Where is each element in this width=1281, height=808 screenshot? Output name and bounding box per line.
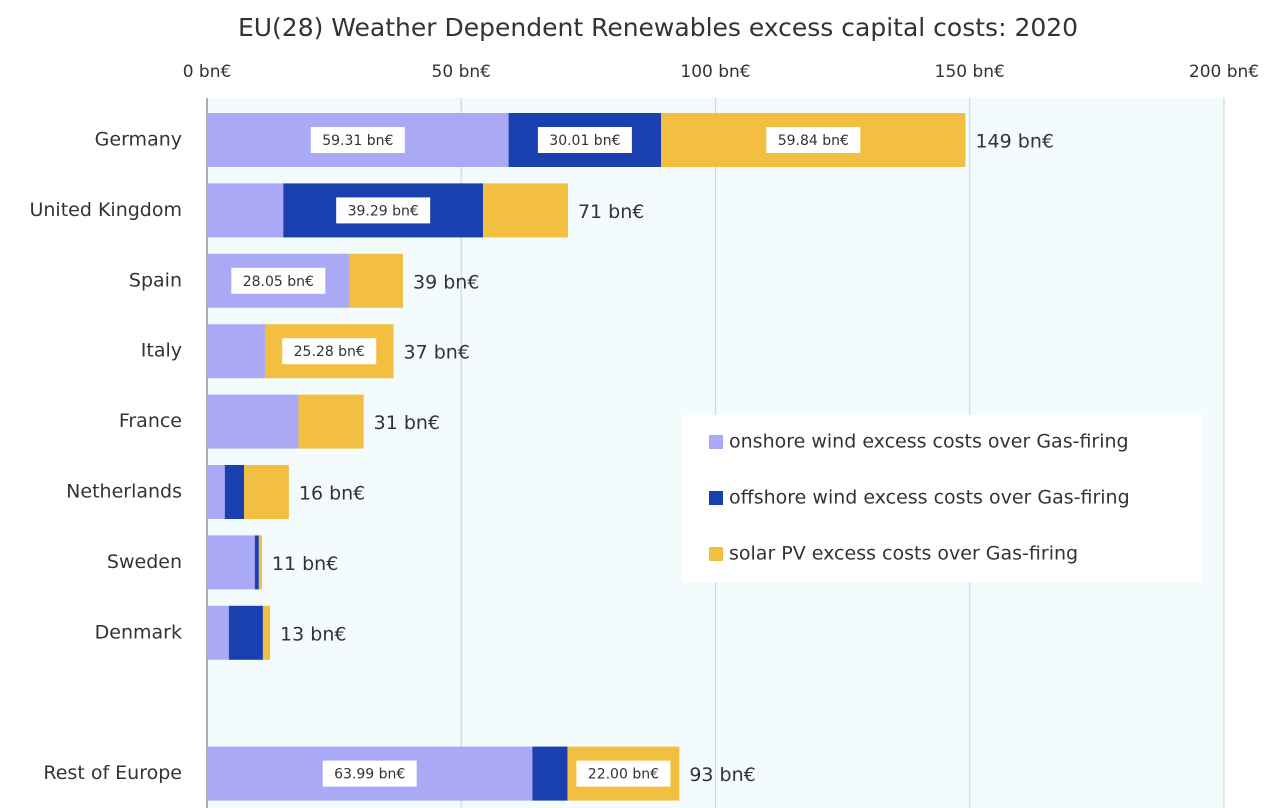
data-label-box bbox=[336, 197, 431, 224]
data-label: 25.28 bn€ bbox=[294, 344, 365, 360]
data-label: 22.00 bn€ bbox=[588, 767, 659, 783]
y-tick-label: Netherlands bbox=[66, 481, 182, 503]
y-tick-label: United Kingdom bbox=[29, 199, 182, 221]
total-label: 31 bn€ bbox=[374, 412, 440, 434]
y-tick-label: Sweden bbox=[107, 551, 182, 573]
bar-segment bbox=[254, 535, 259, 590]
x-tick-label: 200 bn€ bbox=[1189, 62, 1259, 82]
legend-swatch bbox=[709, 547, 723, 561]
x-tick-label: 0 bn€ bbox=[183, 62, 232, 82]
total-label: 16 bn€ bbox=[299, 483, 365, 505]
data-label: 28.05 bn€ bbox=[243, 274, 314, 290]
y-tick-label: Germany bbox=[95, 129, 182, 151]
bar-segment bbox=[207, 465, 225, 519]
bar-segment bbox=[349, 253, 404, 308]
data-label-box bbox=[322, 760, 417, 787]
data-label-box bbox=[310, 127, 405, 153]
data-label-box bbox=[576, 760, 671, 787]
data-label: 59.84 bn€ bbox=[778, 133, 849, 149]
total-label: 37 bn€ bbox=[404, 342, 470, 364]
bar-segment bbox=[224, 465, 245, 519]
legend-swatch bbox=[709, 435, 723, 449]
bar-segment bbox=[207, 324, 265, 379]
total-label: 13 bn€ bbox=[280, 623, 346, 645]
bar-segment bbox=[207, 605, 229, 660]
chart-title: EU(28) Weather Dependent Renewables exce… bbox=[238, 13, 1078, 42]
bar-segment bbox=[258, 535, 262, 590]
bar-segment bbox=[298, 394, 364, 449]
data-label: 59.31 bn€ bbox=[322, 133, 393, 149]
legend-label: offshore wind excess costs over Gas-firi… bbox=[729, 487, 1130, 509]
legend-label: onshore wind excess costs over Gas-firin… bbox=[729, 431, 1129, 453]
data-label: 30.01 bn€ bbox=[549, 133, 620, 149]
data-label-box bbox=[537, 127, 632, 153]
y-tick-label: Rest of Europe bbox=[43, 762, 182, 784]
total-label: 149 bn€ bbox=[975, 131, 1053, 153]
x-tick-label: 150 bn€ bbox=[935, 62, 1005, 82]
legend-label: solar PV excess costs over Gas-firing bbox=[729, 543, 1078, 565]
bar-segment bbox=[207, 535, 255, 590]
bar-segment bbox=[228, 605, 263, 660]
bar-segment bbox=[207, 394, 299, 449]
legend-swatch bbox=[709, 491, 723, 505]
x-tick-label: 50 bn€ bbox=[432, 62, 491, 82]
bar-segment bbox=[483, 183, 568, 238]
bar-segment bbox=[262, 605, 271, 660]
y-tick-label: Denmark bbox=[95, 621, 182, 643]
total-label: 93 bn€ bbox=[689, 764, 755, 786]
bar-segment bbox=[532, 746, 568, 801]
total-label: 39 bn€ bbox=[413, 271, 479, 293]
data-label-box bbox=[766, 127, 861, 153]
legend-box bbox=[682, 415, 1202, 582]
x-tick-label: 100 bn€ bbox=[680, 62, 750, 82]
data-label-box bbox=[282, 338, 377, 365]
total-label: 11 bn€ bbox=[272, 553, 338, 575]
bar-segment bbox=[207, 183, 284, 238]
data-label: 39.29 bn€ bbox=[348, 203, 419, 219]
total-label: 71 bn€ bbox=[578, 201, 644, 223]
bar-segment bbox=[244, 465, 289, 519]
data-label-box bbox=[231, 267, 326, 294]
y-tick-label: France bbox=[119, 410, 182, 432]
data-label: 63.99 bn€ bbox=[334, 767, 405, 783]
y-tick-label: Italy bbox=[141, 340, 182, 362]
y-tick-label: Spain bbox=[129, 269, 182, 291]
